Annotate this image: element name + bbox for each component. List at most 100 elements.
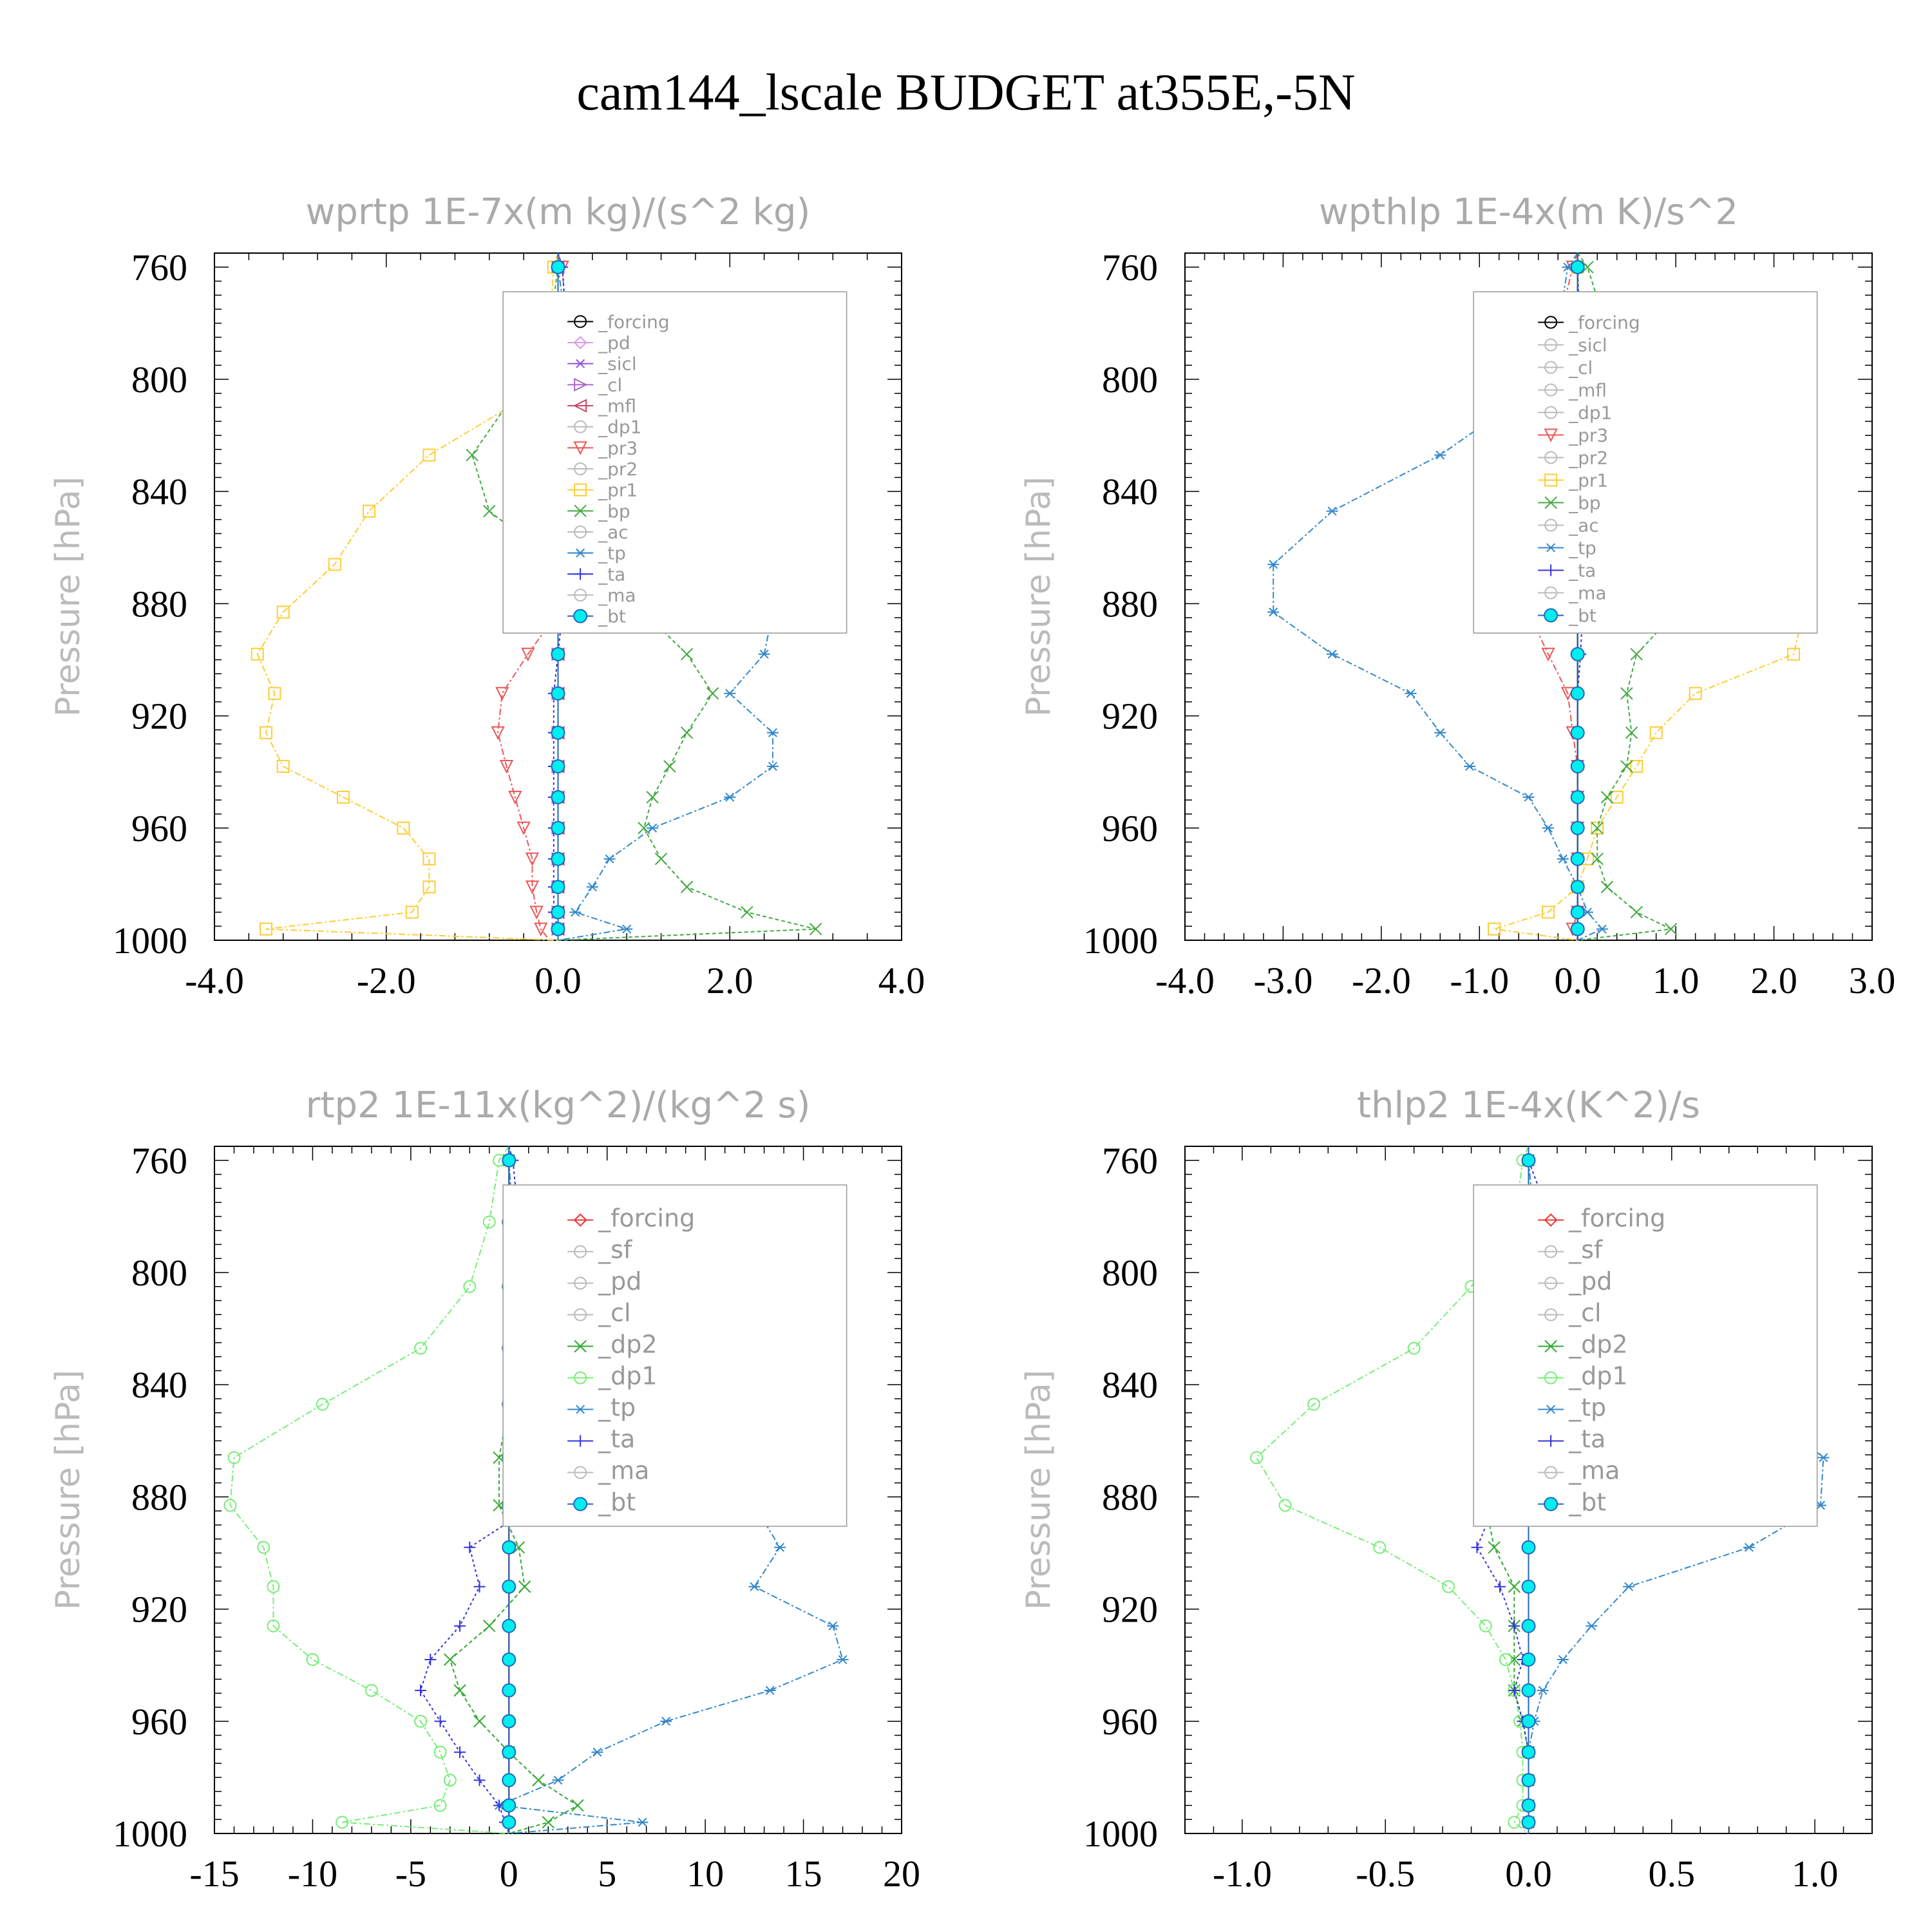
- series-point: [1787, 647, 1801, 661]
- legend-marker: [1544, 316, 1558, 329]
- series-point: [1570, 725, 1585, 740]
- series-point: [680, 880, 694, 893]
- legend-item-label: _bp: [598, 500, 630, 522]
- series-point: [1464, 761, 1476, 771]
- series-point: [1250, 1451, 1264, 1464]
- series-point: [1570, 905, 1585, 920]
- legend-item-label: _tp: [598, 543, 626, 564]
- series-point: [1542, 823, 1554, 833]
- y-tick-label: 840: [131, 471, 187, 513]
- series-point: [276, 759, 290, 773]
- series-point: [422, 852, 436, 866]
- series-line: [1255, 1146, 1530, 1834]
- series-point: [529, 905, 544, 920]
- series-point: [267, 1619, 280, 1633]
- series-point: [638, 822, 650, 835]
- legend-marker: [574, 462, 587, 475]
- series-point: [499, 759, 514, 774]
- y-tick-label: 840: [131, 1364, 187, 1406]
- series-point: [422, 880, 436, 894]
- legend-marker: [574, 1435, 587, 1447]
- x-tick-label: -10: [288, 1853, 337, 1895]
- legend-marker: [574, 548, 587, 558]
- y-tick-label: 920: [131, 1589, 187, 1631]
- panel-title: thlp2 1E-4x(K^2)/s: [1357, 1084, 1700, 1126]
- y-tick-label: 800: [131, 359, 187, 401]
- series-point: [336, 1815, 349, 1829]
- series-point: [463, 1280, 477, 1293]
- figure-title: cam144_lscale BUDGET at355E,-5N: [576, 64, 1355, 121]
- legend-marker: [1544, 586, 1558, 600]
- legend-item-label: _cl: [1568, 357, 1593, 379]
- series-point: [1373, 1540, 1387, 1554]
- series-point: [521, 647, 535, 662]
- legend-item-label: _cl: [598, 1299, 630, 1327]
- y-axis-label: Pressure [hPa]: [1019, 1370, 1058, 1610]
- series-point: [1267, 607, 1280, 617]
- legend-item-label: _bt: [598, 606, 626, 627]
- series-point: [473, 1774, 486, 1786]
- legend-marker: [573, 441, 587, 455]
- x-tick-label: 0.0: [1554, 960, 1601, 1001]
- legend-marker: [1544, 1340, 1557, 1353]
- x-tick-label: 20: [883, 1853, 920, 1895]
- series-point: [257, 1540, 270, 1554]
- legend-item-label: _mfl: [598, 395, 636, 417]
- series-point: [414, 1341, 428, 1355]
- series-point: [827, 1621, 839, 1631]
- legend-item-label: _pr3: [598, 437, 638, 459]
- series-point: [434, 1715, 446, 1727]
- legend-item-label: _sf: [1568, 1236, 1604, 1264]
- series-point: [1326, 649, 1338, 659]
- legend-item-label: _bt: [598, 1488, 636, 1517]
- series-point: [551, 686, 565, 701]
- legend-marker: [574, 1276, 587, 1290]
- series-point: [502, 1153, 516, 1168]
- series-point: [551, 905, 565, 920]
- legend-box: [1473, 291, 1818, 634]
- series-point: [837, 1654, 849, 1664]
- legend-marker: [573, 399, 587, 413]
- y-tick-label: 960: [1102, 808, 1158, 849]
- series-point: [1630, 759, 1643, 773]
- series-point: [1508, 1620, 1520, 1632]
- series-point: [621, 924, 633, 934]
- series-point: [748, 1582, 761, 1591]
- chart-panel-3: rtp2 1E-11x(kg^2)/(kg^2 s) Pressure [hPa]…: [49, 1084, 920, 1895]
- legend-item-label: _sicl: [598, 354, 637, 375]
- series-point: [663, 760, 676, 773]
- series-point: [415, 1684, 427, 1696]
- series-point: [809, 922, 822, 936]
- legend-item-label: _forcing: [598, 311, 670, 332]
- legend-marker: [1544, 338, 1558, 352]
- series-point: [1570, 790, 1585, 804]
- series-point: [1521, 1745, 1536, 1759]
- y-tick-label: 880: [131, 1476, 187, 1518]
- series-point: [1557, 1654, 1569, 1664]
- legend-marker: [573, 336, 587, 350]
- series-point: [251, 647, 264, 661]
- legend-marker: [1545, 564, 1557, 576]
- x-tick-label: 0.5: [1649, 1853, 1696, 1895]
- x-tick-label: -5: [395, 1853, 426, 1895]
- legend-marker: [573, 609, 588, 623]
- legend-item-label: _forcing: [598, 1204, 695, 1233]
- legend-item-label: _pr1: [1568, 470, 1608, 491]
- series-line: [256, 252, 559, 941]
- legend-marker: [1544, 608, 1558, 623]
- series-point: [260, 922, 273, 936]
- x-tick-label: 3.0: [1849, 960, 1896, 1001]
- series-point: [603, 854, 616, 864]
- series-point: [516, 821, 531, 836]
- y-tick-label: 800: [1102, 359, 1158, 401]
- legend-marker: [1544, 1245, 1558, 1258]
- legend-marker: [1544, 1497, 1558, 1511]
- series-point: [414, 1714, 428, 1728]
- series-point: [1434, 450, 1446, 460]
- x-tick-label: 15: [785, 1853, 822, 1895]
- series-point: [1610, 790, 1624, 804]
- panels-group: wprtp 1E-7x(m kg)/(s^2 kg) Pressure [hPa]…: [49, 191, 1895, 1895]
- series-point: [1307, 1397, 1321, 1411]
- series-point: [454, 1746, 466, 1758]
- legend-item-label: _pd: [598, 1267, 641, 1296]
